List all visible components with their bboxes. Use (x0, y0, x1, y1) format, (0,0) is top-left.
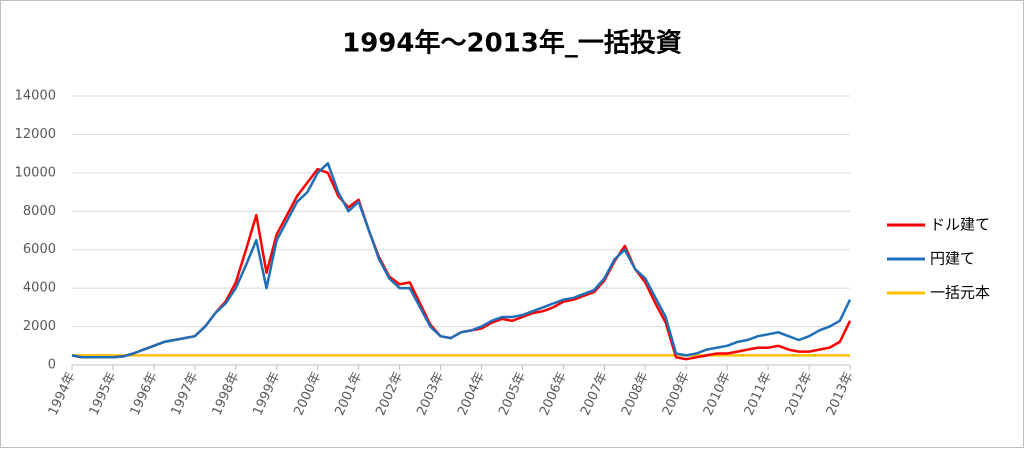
chart-title: 1994年～2013年_一括投資 (342, 28, 682, 59)
y-tick-label: 4000 (23, 281, 56, 296)
y-tick-label: 2000 (23, 319, 56, 334)
y-tick-label: 12000 (15, 127, 56, 142)
legend-label: 一括元本 (930, 284, 990, 302)
y-tick-label: 0 (48, 358, 56, 373)
legend-label: 円建て (930, 250, 975, 268)
y-tick-label: 14000 (15, 89, 56, 104)
y-tick-label: 8000 (23, 204, 56, 219)
series-line (71, 162, 852, 359)
y-tick-label: 6000 (23, 242, 56, 257)
legend-label: ドル建て (930, 216, 990, 234)
y-tick-label: 10000 (15, 165, 56, 180)
